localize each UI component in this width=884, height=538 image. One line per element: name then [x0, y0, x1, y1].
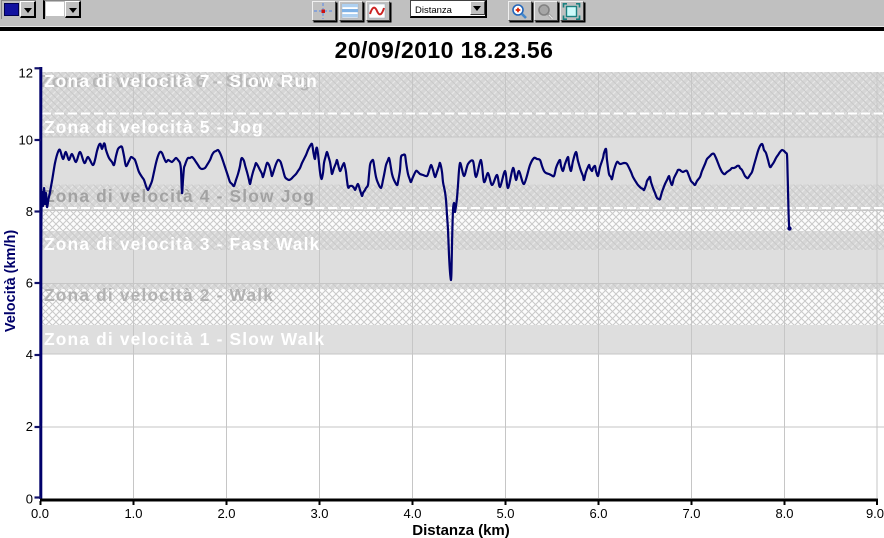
svg-text:10: 10 — [19, 133, 33, 148]
svg-text:2: 2 — [26, 419, 33, 434]
svg-text:8.0: 8.0 — [775, 506, 793, 521]
svg-text:0.0: 0.0 — [31, 506, 49, 521]
svg-text:5.0: 5.0 — [496, 506, 514, 521]
svg-text:8: 8 — [26, 204, 33, 219]
svg-text:Zona di velocità 5 - Jog: Zona di velocità 5 - Jog — [44, 117, 264, 137]
svg-text:9.0: 9.0 — [866, 506, 884, 521]
svg-text:Zona di velocità 6 - Slow Jog: Zona di velocità 6 - Slow Jog — [40, 71, 311, 91]
svg-text:Velocità (km/h): Velocità (km/h) — [3, 230, 19, 333]
svg-text:Zona di velocità 1 - Slow Walk: Zona di velocità 1 - Slow Walk — [44, 329, 325, 349]
svg-text:12: 12 — [19, 66, 33, 81]
svg-text:Zona di velocità 7 - Slow Run: Zona di velocità 7 - Slow Run — [44, 71, 318, 91]
svg-text:4: 4 — [26, 347, 33, 362]
svg-text:Distanza (km): Distanza (km) — [412, 522, 510, 538]
svg-text:3.0: 3.0 — [310, 506, 328, 521]
svg-text:Zona di velocità 2 - Walk: Zona di velocità 2 - Walk — [44, 285, 274, 305]
svg-text:Zona di velocità 3 - Fast Walk: Zona di velocità 3 - Fast Walk — [44, 234, 320, 254]
svg-text:6.0: 6.0 — [589, 506, 607, 521]
svg-text:1.0: 1.0 — [124, 506, 142, 521]
svg-text:4.0: 4.0 — [403, 506, 421, 521]
svg-text:2.0: 2.0 — [217, 506, 235, 521]
svg-text:0: 0 — [26, 492, 33, 507]
svg-text:7.0: 7.0 — [682, 506, 700, 521]
svg-text:6: 6 — [26, 276, 33, 291]
svg-text:Zona di velocità 4 - Slow Jog: Zona di velocità 4 - Slow Jog — [44, 186, 315, 206]
